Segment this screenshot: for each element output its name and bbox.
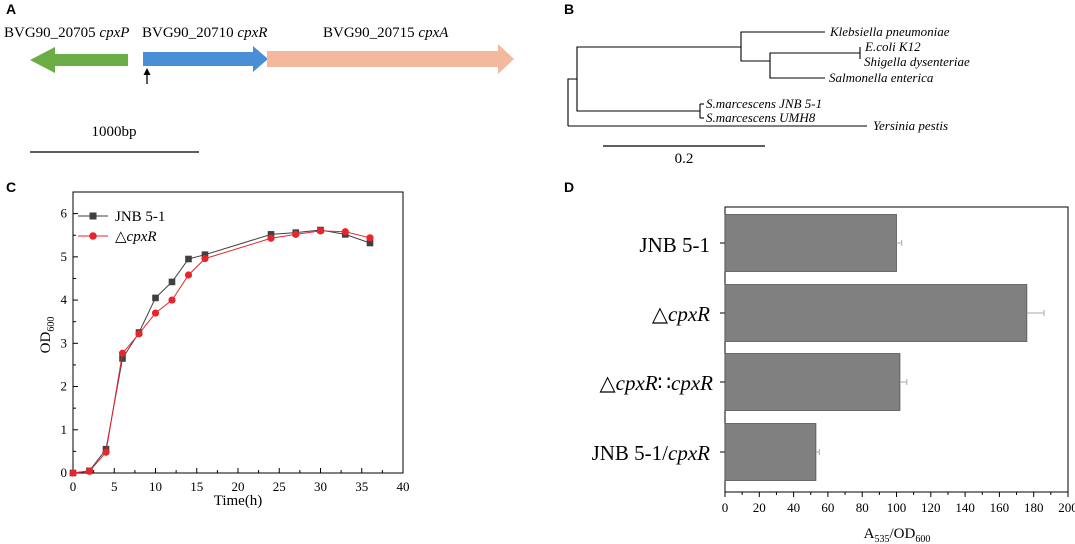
taxon-label: Salmonella enterica: [829, 70, 934, 85]
data-point: [69, 469, 77, 477]
bar-category-label: △cpxR∷cpxR: [600, 371, 714, 395]
x-tick-label: 20: [753, 500, 766, 515]
y-tick-label: 2: [61, 379, 68, 394]
y-tick-label: 0: [61, 465, 68, 480]
bar-category-label: JNB 5-1: [639, 233, 710, 257]
taxon-label: S.marcescens UMH8: [706, 110, 816, 125]
data-point: [118, 349, 127, 357]
data-point: [201, 254, 209, 263]
taxon-label: Shigella dysenteriae: [864, 54, 970, 69]
panel-d-letter: D: [564, 179, 574, 195]
legend: JNB 5-1 △cpxR: [78, 209, 165, 245]
gene-cpxA-arrow: [267, 44, 514, 74]
x-tick-label: 140: [955, 500, 975, 515]
taxon-label: Klebsiella pneumoniae: [829, 24, 950, 39]
panel-c: C 0 5 10 15 20 25 30 35 40 0 1 2 3 4 5 6 Time(h) OD600 …: [6, 179, 410, 509]
bar: [724, 423, 817, 481]
data-point: [267, 234, 275, 242]
x-tick-label: 40: [397, 479, 410, 494]
x-tick-label: 100: [887, 500, 907, 515]
panel-a-letter: A: [6, 1, 16, 17]
legend-marker-square: [89, 212, 97, 220]
data-point: [85, 467, 94, 475]
data-point: [135, 330, 143, 338]
data-point: [366, 239, 374, 247]
growth-curve-chart: 0 5 10 15 20 25 30 35 40 0 1 2 3 4 5 6 Time(h) OD600 JN…: [38, 191, 410, 509]
x-axis-title: Time(h): [214, 493, 263, 509]
bar: [724, 284, 1028, 342]
scale-bar-b-label: 0.2: [675, 151, 694, 167]
x-tick-label: 180: [1024, 500, 1044, 515]
legend-label-cpxr: △cpxR: [115, 229, 157, 245]
x-tick-label: 30: [314, 479, 327, 494]
data-point: [366, 234, 374, 242]
series-line-1: [72, 230, 371, 474]
x-tick-label: 25: [273, 479, 286, 494]
gene-cpxR-arrow: [143, 46, 268, 72]
data-point: [185, 255, 192, 263]
y-tick-label: 4: [61, 292, 68, 307]
x-tick-label: 15: [190, 479, 203, 494]
legend-marker-circle: [89, 232, 97, 240]
data-point: [102, 448, 110, 456]
data-point: [168, 296, 176, 304]
taxon-label: Yersinia pestis: [873, 118, 948, 133]
data-point: [152, 294, 159, 302]
bar: [724, 353, 901, 411]
panel-c-letter: C: [6, 179, 16, 195]
x-tick-label: 80: [856, 500, 869, 515]
y-axis-title: OD600: [38, 317, 57, 354]
y-tick-label: 5: [61, 249, 68, 264]
data-point: [151, 309, 160, 317]
arrow-marker-icon: [143, 68, 151, 84]
data-point: [316, 227, 325, 235]
x-tick-label: 20: [232, 479, 245, 494]
x-tick-label: 200: [1058, 500, 1075, 515]
phylogenetic-tree: [567, 31, 867, 127]
bar: [724, 214, 897, 272]
bar-category-label: △cpxR: [652, 302, 710, 326]
y-tick-label: 6: [61, 206, 68, 221]
x-tick-label: 35: [355, 479, 368, 494]
data-point: [341, 228, 349, 236]
x-axis-title: A535/OD600: [864, 526, 931, 544]
x-tick-label: 120: [921, 500, 941, 515]
legend-label-jnb51: JNB 5-1: [115, 209, 165, 225]
taxon-label: S.marcescens JNB 5-1: [706, 96, 822, 111]
x-tick-label: 0: [722, 500, 729, 515]
panel-b-letter: B: [564, 1, 574, 17]
x-tick-label: 0: [70, 479, 77, 494]
data-point: [267, 231, 275, 238]
panel-b: B Klebsiella pneumoniae E.coli K12 Shige…: [564, 1, 970, 167]
data-point: [168, 278, 176, 286]
data-point: [184, 271, 193, 279]
x-tick-label: 60: [821, 500, 834, 515]
data-point: [292, 230, 300, 238]
y-tick-label: 1: [61, 422, 68, 437]
x-tick-label: 5: [111, 479, 118, 494]
bar-category-label: JNB 5-1/cpxR: [592, 441, 711, 465]
absorbance-bar-chart: 0 20 40 60 80 100 120 140 160 180 200 JNB 5-1 △cpx…: [592, 206, 1075, 544]
gene-cpxR-label: BVG90_20710 cpxR: [142, 25, 267, 41]
data-point: [119, 355, 126, 362]
x-tick-label: 160: [990, 500, 1010, 515]
series-line-0: [72, 229, 371, 474]
panel-d: D 0 20 40 60 80 100 120 140 160 180 200 JNB 5-1 △c…: [564, 179, 1075, 544]
panel-a: A BVG90_20705 cpxP BVG90_20710 cpxR BVG9…: [4, 1, 514, 153]
gene-cpxP-arrow: [30, 47, 128, 73]
gene-cpxP-label: BVG90_20705 cpxP: [4, 25, 129, 41]
taxon-label: E.coli K12: [864, 39, 921, 54]
y-tick-label: 3: [61, 335, 68, 350]
x-tick-label: 40: [787, 500, 800, 515]
x-tick-label: 10: [149, 479, 162, 494]
gene-cpxA-label: BVG90_20715 cpxA: [323, 25, 449, 41]
data-point: [201, 251, 209, 258]
scale-bar-a-label: 1000bp: [92, 124, 137, 140]
